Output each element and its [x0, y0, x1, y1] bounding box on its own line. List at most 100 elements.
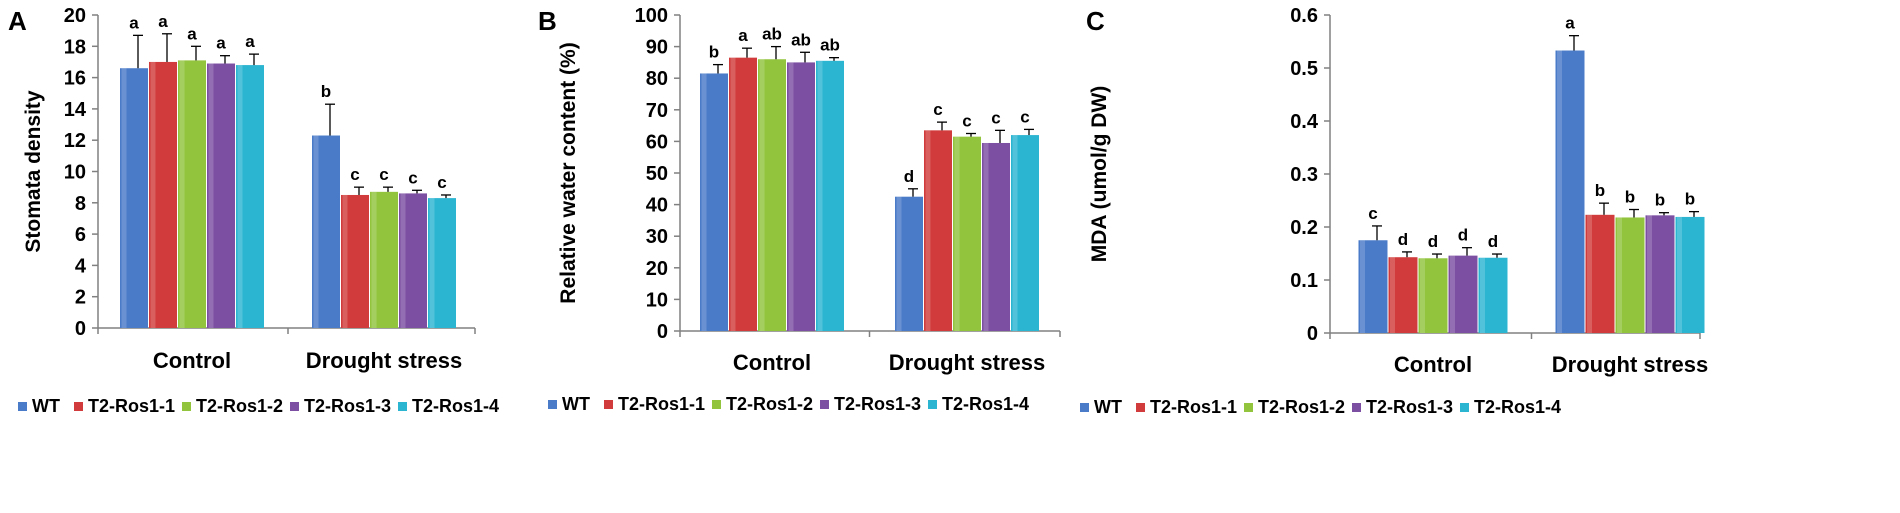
panel-a: A 0 2 4 6 8 10 12 14 16 18 20 Stomata density a a a a a C…	[0, 0, 620, 513]
legend-label: T2-Ros1-1	[618, 394, 705, 414]
bar-highlight	[371, 191, 377, 328]
bar	[787, 62, 815, 332]
legend-label: T2-Ros1-4	[942, 394, 1029, 414]
significance-label: a	[187, 24, 197, 43]
significance-label: a	[216, 34, 226, 53]
bar	[428, 198, 456, 328]
legend-label: T2-Ros1-3	[1366, 397, 1453, 417]
significance-label: c	[437, 173, 446, 192]
y-tick-label: 70	[646, 100, 668, 122]
bar	[1388, 257, 1418, 333]
y-tick-label: 90	[646, 37, 668, 59]
bar-highlight	[1420, 258, 1425, 333]
y-tick-label: 0	[657, 321, 668, 343]
legend-swatch	[290, 402, 299, 411]
legend-swatch	[1352, 403, 1361, 412]
bar	[1645, 215, 1675, 333]
significance-label: ab	[791, 30, 811, 49]
chart-b: B 0 10 20 30 40 50 60 70 80 90 100 Relative water c…	[538, 5, 1061, 414]
legend-swatch	[1244, 403, 1253, 412]
y-tick-label: 0.6	[1290, 5, 1318, 27]
bar	[1478, 257, 1508, 333]
legend-swatch	[712, 400, 721, 409]
significance-label: a	[245, 32, 255, 51]
category-label: Drought stress	[1552, 352, 1708, 377]
bar-highlight	[1390, 257, 1395, 333]
bar	[895, 196, 923, 331]
y-tick-label: 18	[64, 36, 86, 58]
significance-label: c	[933, 100, 942, 119]
y-axis-title: Stomata density	[22, 90, 45, 253]
bar-highlight	[954, 136, 960, 331]
y-tick-label: 0.4	[1290, 111, 1319, 133]
y-tick-label: 4	[75, 255, 87, 277]
y-tick-label: 0.5	[1290, 58, 1318, 80]
category-label: Drought stress	[306, 348, 462, 373]
y-tick-label: 40	[646, 195, 668, 217]
bar-highlight	[208, 63, 214, 328]
significance-label: b	[1685, 190, 1695, 209]
bar-highlight	[1587, 214, 1592, 333]
legend-swatch	[820, 400, 829, 409]
bar-highlight	[1450, 255, 1455, 333]
legend-label: T2-Ros1-2	[726, 394, 813, 414]
legend-label: T2-Ros1-2	[196, 396, 283, 416]
legend-label: T2-Ros1-1	[1150, 397, 1237, 417]
bar-highlight	[313, 135, 319, 328]
bar	[729, 57, 757, 331]
significance-label: d	[1458, 226, 1468, 245]
y-tick-label: 2	[75, 287, 86, 309]
bar	[758, 59, 786, 332]
legend-label: T2-Ros1-4	[412, 396, 499, 416]
significance-label: b	[709, 43, 719, 62]
bar-highlight	[1557, 50, 1562, 333]
category-label: Control	[733, 350, 811, 375]
significance-label: a	[738, 26, 748, 45]
bar-highlight	[817, 60, 823, 331]
significance-label: c	[1368, 204, 1377, 223]
legend-swatch	[1136, 403, 1145, 412]
y-tick-label: 0.2	[1290, 217, 1318, 239]
significance-label: ab	[762, 25, 782, 44]
y-tick-label: 12	[64, 130, 86, 152]
bar	[1011, 135, 1039, 331]
y-tick-label: 20	[646, 258, 668, 280]
y-tick-label: 6	[75, 224, 86, 246]
significance-label: a	[129, 13, 139, 32]
y-tick-label: 0	[1307, 323, 1318, 345]
y-tick-label: 0.1	[1290, 270, 1318, 292]
bar	[120, 68, 148, 329]
bar	[1585, 214, 1615, 333]
significance-label: c	[408, 168, 417, 187]
significance-label: b	[1655, 191, 1665, 210]
legend-label: WT	[562, 394, 590, 414]
bar	[816, 60, 844, 331]
significance-label: b	[1595, 181, 1605, 200]
bar-highlight	[342, 194, 348, 328]
bar-highlight	[1677, 216, 1682, 333]
y-axis-title: Relative water content (%)	[557, 42, 580, 303]
legend-label: T2-Ros1-1	[88, 396, 175, 416]
bar-highlight	[896, 196, 902, 331]
y-tick-label: 60	[646, 131, 668, 153]
significance-label: b	[321, 82, 331, 101]
legend-swatch	[74, 402, 83, 411]
panel-letter-a: A	[8, 6, 27, 36]
bar-highlight	[237, 65, 243, 328]
legend-label: T2-Ros1-3	[834, 394, 921, 414]
bar-highlight	[179, 60, 185, 328]
y-tick-label: 20	[64, 5, 86, 27]
significance-label: d	[904, 167, 914, 186]
legend-label: T2-Ros1-4	[1474, 397, 1561, 417]
legend-swatch	[398, 402, 407, 411]
legend-swatch	[928, 400, 937, 409]
significance-label: d	[1428, 232, 1438, 251]
chart-c: C 0 0.1 0.2 0.3 0.4 0.5 0.6 MDA (umol/g DW) c d d d…	[1080, 5, 1708, 417]
category-label: Control	[153, 348, 231, 373]
significance-label: c	[379, 165, 388, 184]
bar-highlight	[1480, 257, 1485, 333]
bar	[1675, 216, 1705, 333]
y-tick-label: 10	[646, 289, 668, 311]
bar-highlight	[759, 59, 765, 332]
